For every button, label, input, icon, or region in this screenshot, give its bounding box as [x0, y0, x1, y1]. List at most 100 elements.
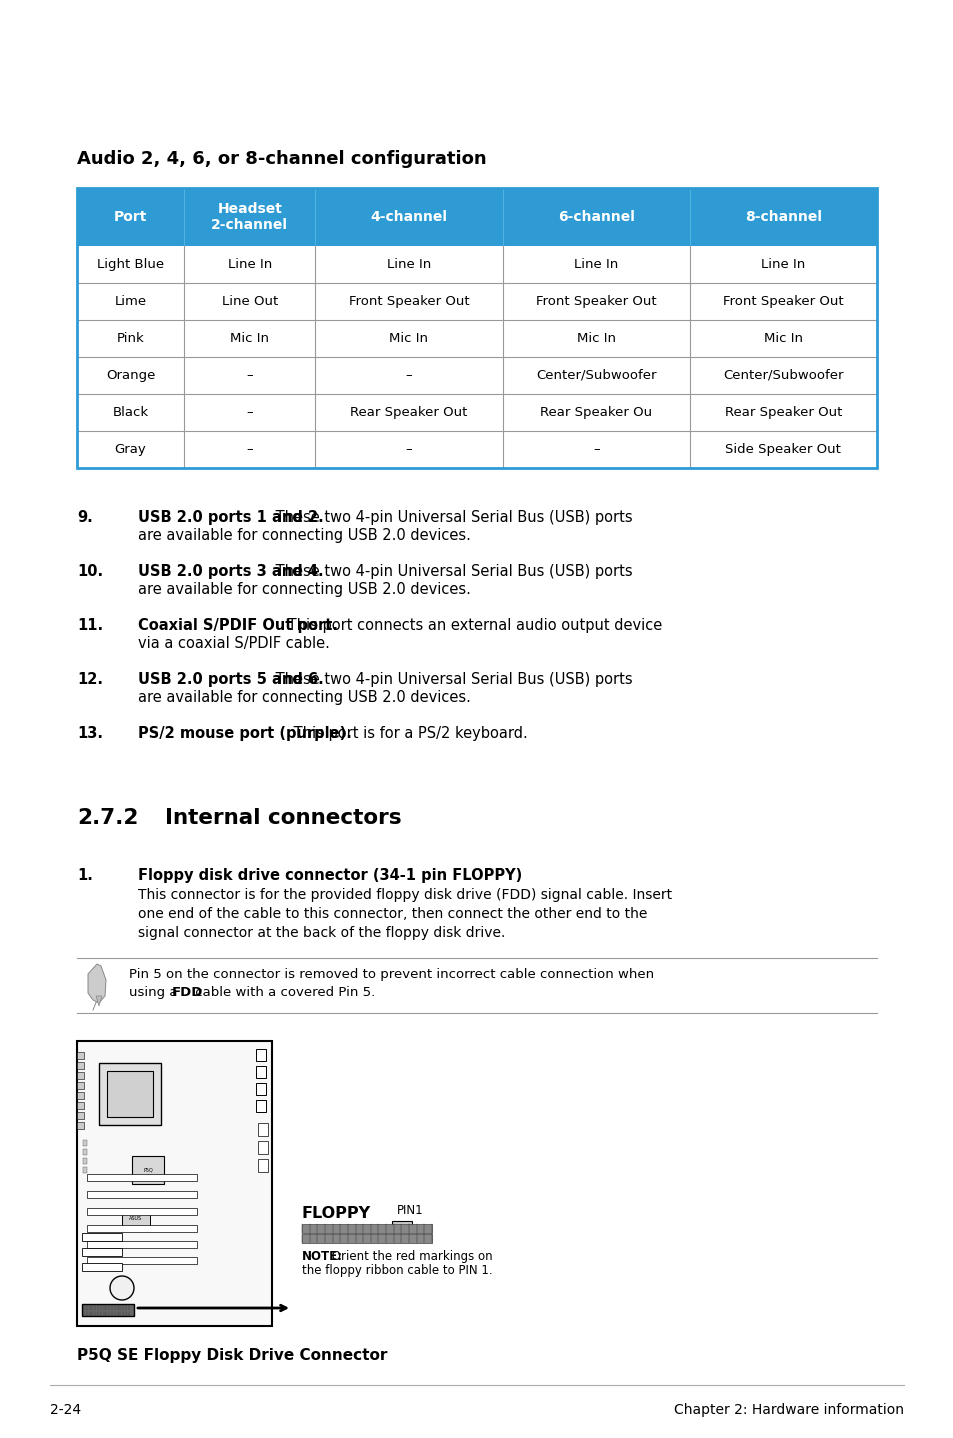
Bar	[87, 1225, 196, 1232]
Bar	[82, 1304, 133, 1316]
Text: using a: using a	[129, 986, 182, 999]
Text: 13.: 13.	[77, 726, 103, 741]
Text: Light Blue: Light Blue	[97, 257, 164, 270]
Text: signal connector at the back of the floppy disk drive.: signal connector at the back of the flop…	[138, 926, 505, 940]
Text: USB 2.0 ports 1 and 2.: USB 2.0 ports 1 and 2.	[138, 510, 323, 525]
Text: Mic In: Mic In	[389, 332, 428, 345]
Text: –: –	[592, 443, 598, 456]
Bar	[83, 1149, 87, 1155]
Text: These two 4-pin Universal Serial Bus (USB) ports: These two 4-pin Universal Serial Bus (US…	[271, 510, 632, 525]
Text: Mic In: Mic In	[577, 332, 615, 345]
Text: PS/2 mouse port (purple).: PS/2 mouse port (purple).	[138, 726, 352, 741]
Bar	[77, 188, 876, 467]
Text: P5Q SE Floppy Disk Drive Connector: P5Q SE Floppy Disk Drive Connector	[77, 1347, 387, 1363]
Bar	[77, 1091, 84, 1099]
Text: PIN1: PIN1	[396, 1204, 423, 1217]
Text: Pink: Pink	[116, 332, 144, 345]
Text: USB 2.0 ports 5 and 6.: USB 2.0 ports 5 and 6.	[138, 672, 323, 687]
Text: Internal connectors: Internal connectors	[165, 808, 401, 828]
Text: USB 2.0 ports 3 and 4.: USB 2.0 ports 3 and 4.	[138, 564, 323, 580]
Text: Rear Speaker Out: Rear Speaker Out	[724, 406, 841, 418]
Bar	[77, 1112, 84, 1119]
Text: 2-24: 2-24	[50, 1403, 81, 1416]
Bar	[257, 1140, 268, 1155]
Text: Headset
2-channel: Headset 2-channel	[211, 201, 288, 232]
Text: Orient the red markings on: Orient the red markings on	[328, 1250, 493, 1263]
Text: These two 4-pin Universal Serial Bus (USB) ports: These two 4-pin Universal Serial Bus (US…	[271, 564, 632, 580]
Bar	[87, 1173, 196, 1181]
Bar	[122, 1209, 150, 1227]
Bar	[82, 1232, 122, 1241]
Bar	[257, 1159, 268, 1172]
Bar	[77, 188, 876, 246]
Bar	[392, 1221, 412, 1227]
Bar	[82, 1248, 122, 1255]
Text: Coaxial S/PDIF Out port.: Coaxial S/PDIF Out port.	[138, 618, 337, 633]
Text: 12.: 12.	[77, 672, 103, 687]
Text: Rear Speaker Out: Rear Speaker Out	[350, 406, 467, 418]
Bar	[77, 1053, 84, 1058]
Bar	[83, 1168, 87, 1173]
Text: Audio 2, 4, 6, or 8-channel configuration: Audio 2, 4, 6, or 8-channel configuratio…	[77, 150, 486, 168]
Text: ASUS: ASUS	[130, 1215, 142, 1221]
Text: Orange: Orange	[106, 370, 155, 383]
Bar	[77, 1041, 272, 1326]
Text: Front Speaker Out: Front Speaker Out	[722, 295, 842, 308]
Text: –: –	[405, 370, 412, 383]
Text: are available for connecting USB 2.0 devices.: are available for connecting USB 2.0 dev…	[138, 528, 471, 544]
Text: Line In: Line In	[760, 257, 804, 270]
Bar	[257, 1123, 268, 1136]
Text: Gray: Gray	[114, 443, 147, 456]
Bar	[82, 1263, 122, 1271]
Text: This port connects an external audio output device: This port connects an external audio out…	[283, 618, 661, 633]
Text: 2.7.2: 2.7.2	[77, 808, 138, 828]
Text: NOTE:: NOTE:	[302, 1250, 343, 1263]
Text: These two 4-pin Universal Serial Bus (USB) ports: These two 4-pin Universal Serial Bus (US…	[271, 672, 632, 687]
Text: Front Speaker Out: Front Speaker Out	[349, 295, 469, 308]
Text: 6-channel: 6-channel	[558, 210, 634, 224]
Bar	[255, 1048, 266, 1061]
Text: are available for connecting USB 2.0 devices.: are available for connecting USB 2.0 dev…	[138, 582, 471, 597]
Bar	[87, 1257, 196, 1264]
Bar	[255, 1100, 266, 1112]
Text: 11.: 11.	[77, 618, 103, 633]
Text: Side Speaker Out: Side Speaker Out	[724, 443, 841, 456]
Text: Mic In: Mic In	[230, 332, 269, 345]
Bar	[255, 1083, 266, 1094]
Text: Line In: Line In	[387, 257, 431, 270]
Text: Front Speaker Out: Front Speaker Out	[536, 295, 656, 308]
Text: –: –	[405, 443, 412, 456]
Circle shape	[110, 1276, 133, 1300]
Text: 9.: 9.	[77, 510, 92, 525]
Text: 8-channel: 8-channel	[744, 210, 821, 224]
Text: 1.: 1.	[77, 869, 92, 883]
Text: Floppy disk drive connector (34-1 pin FLOPPY): Floppy disk drive connector (34-1 pin FL…	[138, 869, 521, 883]
Bar	[77, 1102, 84, 1109]
Text: FLOPPY: FLOPPY	[302, 1206, 371, 1221]
Bar	[77, 1081, 84, 1089]
Text: Center/Subwoofer: Center/Subwoofer	[536, 370, 656, 383]
Text: cable with a covered Pin 5.: cable with a covered Pin 5.	[191, 986, 375, 999]
Text: Line Out: Line Out	[221, 295, 277, 308]
Text: via a coaxial S/PDIF cable.: via a coaxial S/PDIF cable.	[138, 636, 330, 651]
Bar	[77, 1122, 84, 1129]
Text: FDD: FDD	[172, 986, 203, 999]
Bar	[77, 1071, 84, 1078]
Bar	[83, 1158, 87, 1163]
Text: Line In: Line In	[228, 257, 272, 270]
Text: Port: Port	[113, 210, 147, 224]
Text: are available for connecting USB 2.0 devices.: are available for connecting USB 2.0 dev…	[138, 690, 471, 705]
Bar	[87, 1241, 196, 1248]
Text: Pin 5 on the connector is removed to prevent incorrect cable connection when: Pin 5 on the connector is removed to pre…	[129, 968, 654, 981]
Polygon shape	[96, 997, 102, 1007]
Text: Black: Black	[112, 406, 149, 418]
Bar	[302, 1234, 432, 1242]
Bar	[87, 1208, 196, 1215]
Bar	[255, 1066, 266, 1078]
Bar	[99, 1063, 161, 1125]
Bar	[107, 1071, 152, 1117]
Text: Lime: Lime	[114, 295, 147, 308]
Text: one end of the cable to this connector, then connect the other end to the: one end of the cable to this connector, …	[138, 907, 647, 920]
Polygon shape	[88, 963, 106, 1002]
Text: Chapter 2: Hardware information: Chapter 2: Hardware information	[673, 1403, 903, 1416]
